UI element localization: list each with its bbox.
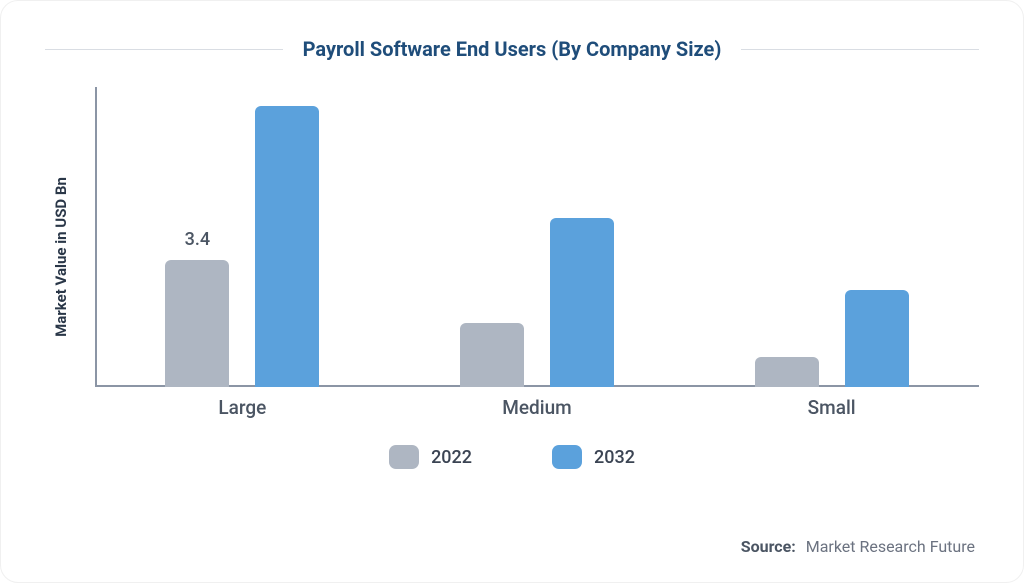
bar-group: 3.4	[165, 106, 319, 387]
legend-swatch	[552, 445, 582, 469]
value-label: 3.4	[185, 229, 210, 250]
source-attribution: Source: Market Research Future	[741, 537, 975, 556]
category-labels-row: Large Medium Small	[95, 387, 979, 427]
bar-group	[460, 218, 614, 387]
legend: 2022 2032	[45, 445, 979, 469]
bar	[755, 357, 819, 387]
bar-group	[755, 290, 909, 388]
legend-swatch	[389, 445, 419, 469]
category-label: Medium	[457, 396, 617, 419]
bar	[255, 106, 319, 387]
category-label: Large	[162, 396, 322, 419]
chart-title: Payroll Software End Users (By Company S…	[283, 37, 742, 61]
rule-left	[45, 49, 283, 50]
bar	[165, 260, 229, 388]
legend-item: 2022	[389, 445, 472, 469]
rule-right	[741, 49, 979, 50]
chart-plot: Market Value in USD Bn 3.4 LargeMediumSm…	[95, 87, 979, 427]
category-label: Small	[752, 396, 912, 419]
legend-item: 2032	[552, 445, 635, 469]
chart-card: Payroll Software End Users (By Company S…	[0, 0, 1024, 583]
legend-label: 2022	[431, 447, 472, 468]
legend-label: 2032	[594, 447, 635, 468]
bar	[550, 218, 614, 387]
bar	[460, 323, 524, 387]
source-name: Market Research Future	[806, 537, 975, 556]
bar-groups: 3.4	[95, 87, 979, 387]
title-row: Payroll Software End Users (By Company S…	[45, 37, 979, 61]
source-label: Source:	[741, 537, 796, 556]
bar	[845, 290, 909, 388]
y-axis-label: Market Value in USD Bn	[52, 177, 70, 337]
